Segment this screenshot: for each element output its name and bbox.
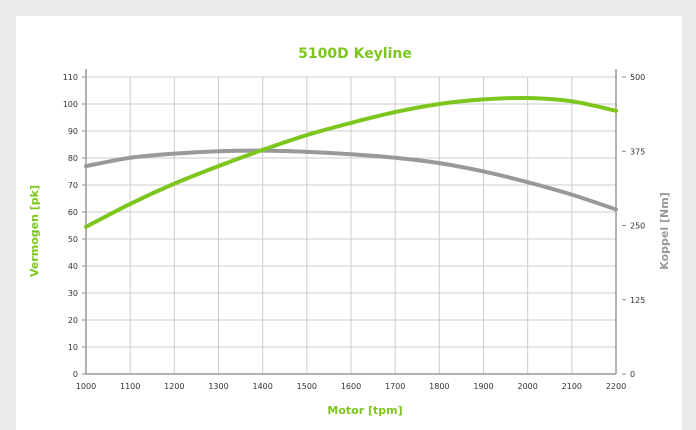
x-axis-label: Motor [tpm]: [327, 404, 402, 417]
chart: 1000 1100 1200 1300 1400 1500 1600 1700 1800 1900…: [16, 16, 682, 430]
x-tick-label: 1000: [76, 382, 96, 391]
x-tick-label: 1900: [473, 382, 493, 391]
x-tick-label: 1600: [341, 382, 361, 391]
y-left-tick-label: 20: [68, 316, 78, 325]
y-right-tick-label: 500: [630, 73, 645, 82]
y-left-tick-label: 110: [63, 73, 78, 82]
y-left-tick-label: 70: [68, 181, 78, 190]
y-right-tick-label: 375: [630, 147, 645, 156]
chart-card: 1000 1100 1200 1300 1400 1500 1600 1700 1800 1900…: [16, 16, 682, 430]
y-right-tick-label: 250: [630, 222, 645, 231]
y-left-tick-label: 40: [68, 262, 78, 271]
y-right-tick-label: 0: [630, 370, 635, 379]
y-left-tick-label: 90: [68, 127, 78, 136]
x-tick-label: 1200: [164, 382, 184, 391]
x-tick-label: 2000: [517, 382, 537, 391]
y-axis-right-label: Koppel [Nm]: [658, 192, 671, 269]
y-left-tick-label: 0: [73, 370, 78, 379]
y-left-tick-label: 30: [68, 289, 78, 298]
y-left-tick-label: 50: [68, 235, 78, 244]
x-tick-label: 1100: [120, 382, 140, 391]
x-tick-label: 2200: [606, 382, 626, 391]
y-left-tick-label: 60: [68, 208, 78, 217]
x-tick-label: 1300: [208, 382, 228, 391]
x-tick-label: 1400: [252, 382, 272, 391]
y-left-tick-label: 10: [68, 343, 78, 352]
y-left-tick-label: 80: [68, 154, 78, 163]
x-tick-label: 1500: [297, 382, 317, 391]
x-tick-label: 1800: [429, 382, 449, 391]
x-tick-label: 2100: [562, 382, 582, 391]
y-axis-left-label: Vermogen [pk]: [28, 185, 41, 277]
y-right-tick-label: 125: [630, 296, 645, 305]
x-tick-label: 1700: [385, 382, 405, 391]
chart-title: 5100D Keyline: [298, 46, 412, 62]
y-left-tick-label: 100: [63, 100, 78, 109]
